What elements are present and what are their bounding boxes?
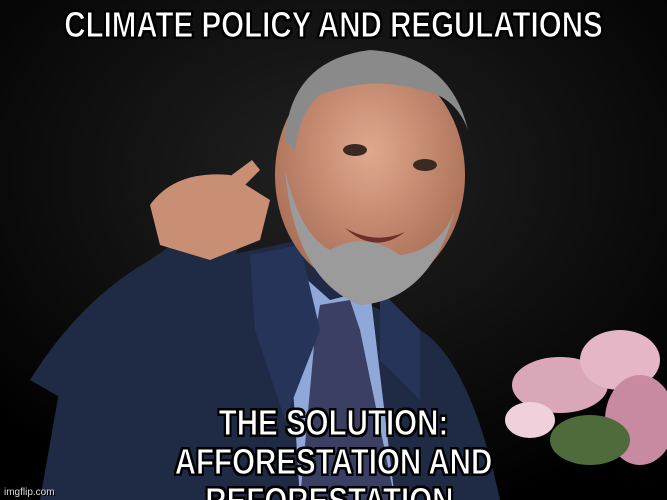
hair bbox=[285, 50, 468, 150]
imgflip-watermark: imgflip.com bbox=[4, 487, 55, 498]
bottom-caption: THE SOLUTION: AFFORESTATION AND REFOREST… bbox=[60, 402, 607, 500]
beard bbox=[285, 170, 455, 305]
left-lapel bbox=[250, 245, 320, 420]
index-finger bbox=[225, 160, 260, 192]
pointing-arm bbox=[30, 225, 240, 420]
mouth bbox=[345, 228, 405, 243]
top-caption: CLIMATE POLICY AND REGULATIONS bbox=[64, 4, 603, 45]
face bbox=[275, 60, 465, 290]
right-eye bbox=[413, 159, 437, 171]
bottom-caption-line-1: THE SOLUTION: bbox=[218, 402, 449, 443]
flower-bouquet bbox=[505, 330, 667, 465]
bottom-caption-line-2: AFFORESTATION AND REFORESTATION. bbox=[174, 440, 493, 500]
tie bbox=[300, 300, 395, 500]
left-eye bbox=[343, 144, 367, 156]
pointing-hand bbox=[150, 174, 270, 260]
right-lapel bbox=[380, 290, 420, 400]
